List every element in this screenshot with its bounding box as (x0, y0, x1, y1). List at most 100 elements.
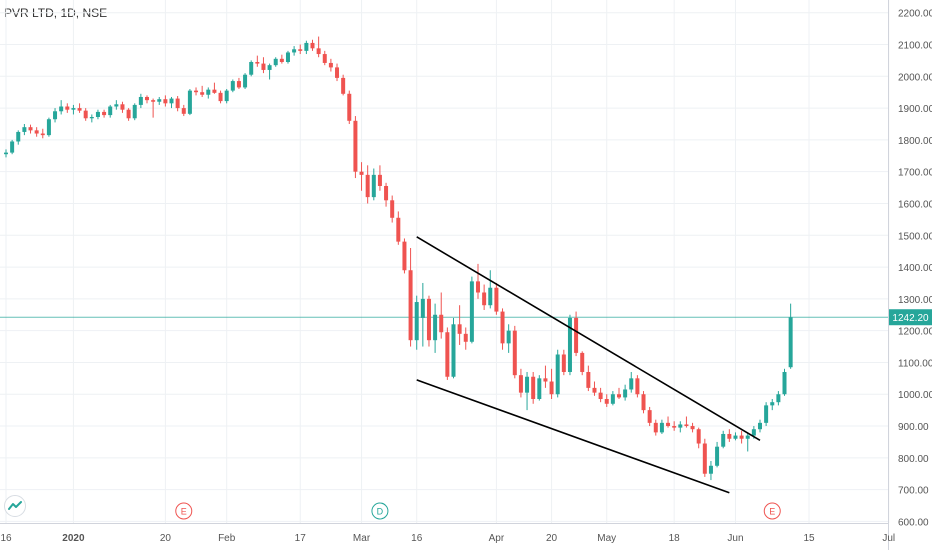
candle-down[interactable] (360, 172, 364, 175)
candle-down[interactable] (458, 324, 462, 334)
candle-down[interactable] (697, 429, 701, 443)
candle-down[interactable] (531, 377, 535, 399)
candle-down[interactable] (176, 99, 180, 109)
candle-up[interactable] (715, 447, 719, 466)
candle-up[interactable] (789, 317, 793, 367)
candle-up[interactable] (170, 99, 174, 104)
candle-down[interactable] (163, 99, 167, 103)
candle-up[interactable] (71, 108, 75, 110)
candle-down[interactable] (513, 331, 517, 376)
candle-down[interactable] (445, 332, 449, 377)
candle-down[interactable] (384, 186, 388, 200)
candle-up[interactable] (451, 324, 455, 376)
candle-up[interactable] (292, 49, 296, 52)
candle-up[interactable] (47, 119, 51, 135)
candle-down[interactable] (427, 299, 431, 340)
candle-down[interactable] (562, 354, 566, 371)
candle-up[interactable] (421, 299, 425, 318)
candle-down[interactable] (691, 426, 695, 429)
candle-down[interactable] (396, 218, 400, 242)
candle-down[interactable] (353, 121, 357, 172)
candle-up[interactable] (286, 52, 290, 62)
candle-down[interactable] (102, 112, 106, 115)
candle-down[interactable] (727, 434, 731, 439)
candle-up[interactable] (660, 423, 664, 433)
candle-down[interactable] (261, 64, 265, 70)
candle-up[interactable] (507, 331, 511, 344)
candle-up[interactable] (764, 405, 768, 422)
candle-down[interactable] (237, 81, 241, 87)
candle-up[interactable] (629, 378, 633, 389)
candle-down[interactable] (635, 378, 639, 394)
candle-up[interactable] (556, 354, 560, 394)
candle-up[interactable] (59, 107, 63, 112)
candle-down[interactable] (501, 312, 505, 344)
candle-down[interactable] (409, 270, 413, 340)
candle-up[interactable] (470, 281, 474, 341)
candle-up[interactable] (372, 175, 376, 197)
candle-down[interactable] (347, 94, 351, 121)
candle-up[interactable] (249, 62, 253, 75)
candle-down[interactable] (476, 281, 480, 292)
candle-down[interactable] (329, 63, 333, 67)
candle-down[interactable] (341, 78, 345, 94)
candle-up[interactable] (611, 394, 615, 404)
candle-down[interactable] (378, 175, 382, 186)
candle-down[interactable] (684, 424, 688, 426)
candle-up[interactable] (525, 377, 529, 393)
candle-down[interactable] (317, 48, 321, 54)
candle-up[interactable] (268, 65, 272, 70)
candle-down[interactable] (127, 110, 131, 119)
candle-down[interactable] (402, 242, 406, 271)
candle-down[interactable] (182, 108, 186, 114)
candle-down[interactable] (494, 288, 498, 312)
candle-down[interactable] (390, 200, 394, 217)
candle-up[interactable] (783, 372, 787, 394)
candle-down[interactable] (586, 372, 590, 388)
candle-down[interactable] (323, 54, 327, 63)
candle-up[interactable] (16, 132, 20, 142)
candle-down[interactable] (605, 399, 609, 404)
candle-up[interactable] (415, 302, 419, 340)
candle-down[interactable] (194, 91, 198, 93)
candle-up[interactable] (721, 434, 725, 447)
candle-down[interactable] (65, 107, 69, 110)
candle-up[interactable] (108, 107, 112, 116)
trendline[interactable] (417, 380, 730, 493)
candle-down[interactable] (298, 49, 302, 51)
candle-up[interactable] (274, 59, 278, 65)
candle-up[interactable] (758, 423, 762, 429)
candle-down[interactable] (78, 108, 82, 111)
candle-down[interactable] (642, 394, 646, 410)
candle-down[interactable] (255, 62, 259, 64)
candle-up[interactable] (770, 402, 774, 405)
candle-up[interactable] (304, 43, 308, 51)
candle-down[interactable] (617, 394, 621, 397)
candle-down[interactable] (672, 426, 676, 428)
candle-up[interactable] (225, 91, 229, 101)
candle-up[interactable] (114, 104, 118, 106)
candle-up[interactable] (10, 141, 14, 152)
candle-down[interactable] (41, 134, 45, 136)
candle-up[interactable] (139, 97, 143, 105)
candle-down[interactable] (84, 111, 88, 119)
candle-down[interactable] (35, 130, 39, 133)
candle-up[interactable] (746, 436, 750, 439)
candle-down[interactable] (654, 423, 658, 433)
candle-up[interactable] (4, 153, 8, 155)
candle-down[interactable] (366, 175, 370, 197)
candle-down[interactable] (648, 410, 652, 423)
tradingview-logo[interactable] (4, 495, 26, 517)
candle-up[interactable] (231, 81, 235, 91)
candle-down[interactable] (311, 43, 315, 48)
candle-down[interactable] (145, 97, 149, 100)
candle-up[interactable] (537, 378, 541, 399)
candle-down[interactable] (280, 59, 284, 62)
candle-up[interactable] (206, 90, 210, 95)
candle-up[interactable] (188, 91, 192, 114)
candle-down[interactable] (703, 444, 707, 474)
candle-down[interactable] (599, 393, 603, 399)
candle-down[interactable] (543, 378, 547, 381)
